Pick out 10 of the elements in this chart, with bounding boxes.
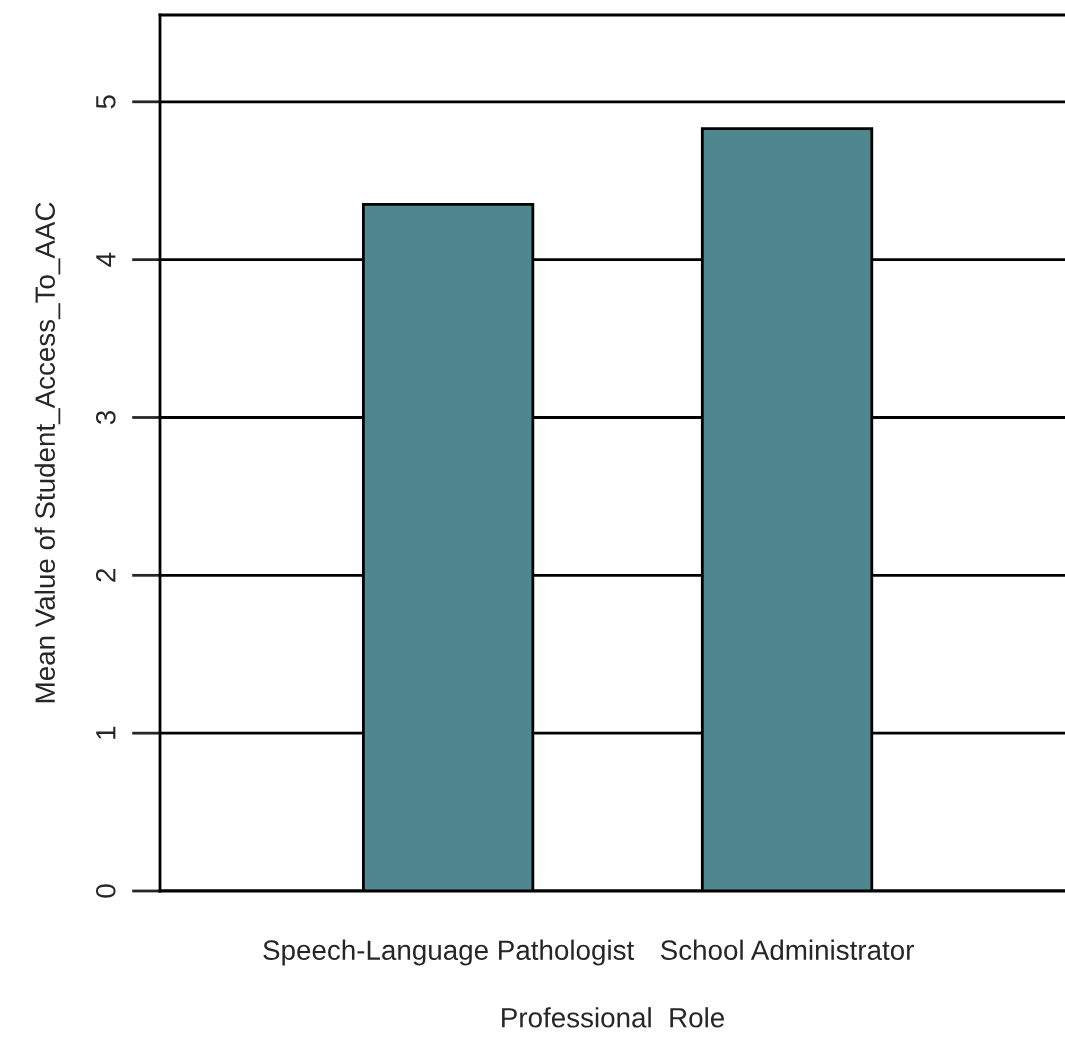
x-axis-title: Professional Role bbox=[502, 1007, 724, 1028]
y-tick-label: 4 bbox=[96, 252, 116, 267]
x-tick-label: School Administrator bbox=[660, 939, 914, 961]
y-tick-label: 3 bbox=[95, 410, 116, 425]
y-axis-title: Mean Value of Student_Access_To_AAC bbox=[34, 202, 61, 703]
y-tick-label: 1 bbox=[96, 726, 116, 739]
x-tick-label: Speech-Language Pathologist bbox=[263, 939, 635, 966]
y-tick-label: 0 bbox=[95, 884, 116, 898]
y-tick-label: 5 bbox=[96, 95, 116, 109]
y-tick-label: 2 bbox=[95, 568, 116, 582]
